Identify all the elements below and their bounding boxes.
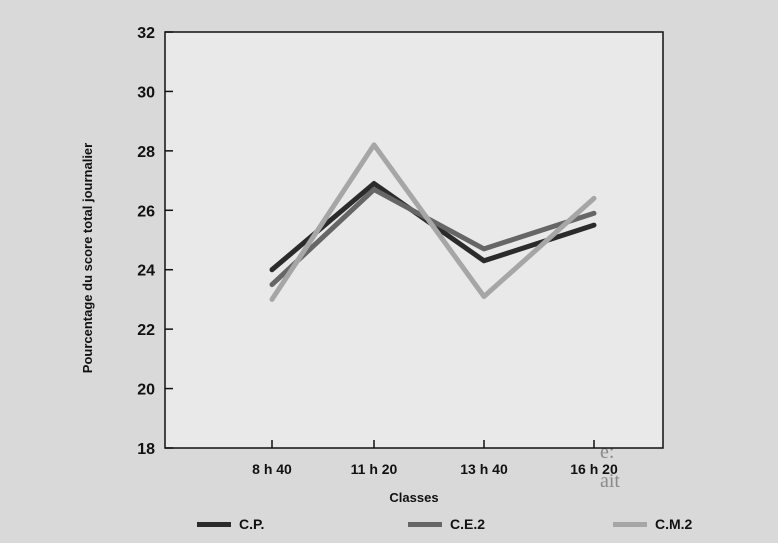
legend-label: C.E.2: [450, 516, 486, 532]
y-tick-label: 26: [137, 203, 155, 220]
x-tick-label: 16 h 20: [570, 461, 618, 477]
y-tick-label: 18: [137, 441, 155, 458]
legend-item: C.M.2: [613, 516, 692, 532]
legend-swatch: [613, 521, 647, 527]
legend-swatch: [197, 521, 231, 527]
y-tick-label: 24: [137, 263, 155, 280]
x-axis: 8 h 40 11 h 20 13 h 40 16 h 20: [252, 440, 618, 477]
line-chart: 18 20 22 24 26 28 30 32 8 h 40 11 h 20 13 h 40 16 …: [80, 25, 664, 505]
y-tick-label: 30: [137, 84, 155, 101]
y-axis-title: Pourcentage du score total journalier: [80, 143, 95, 373]
legend-label: C.M.2: [655, 516, 693, 532]
series-line-c-m-2: [269, 142, 597, 302]
legend-label: C.P.: [239, 516, 265, 532]
plot-area: [164, 31, 664, 449]
y-tick-label: 32: [137, 25, 155, 42]
y-axis: 18 20 22 24 26 28 30 32: [137, 25, 173, 458]
y-tick-label: 28: [137, 144, 155, 161]
series-lines: [269, 142, 597, 302]
x-tick-label: 11 h 20: [351, 461, 398, 477]
x-tick-label: 8 h 40: [252, 461, 292, 477]
chart-legend: C.P. C.E.2 C.M.2: [0, 516, 778, 540]
legend-item: C.E.2: [408, 516, 485, 532]
y-tick-label: 20: [137, 382, 155, 399]
y-tick-label: 22: [137, 322, 155, 339]
x-axis-title: Classes: [389, 490, 438, 505]
legend-item: C.P.: [197, 516, 264, 532]
legend-swatch: [408, 521, 442, 527]
x-tick-label: 13 h 40: [460, 461, 508, 477]
